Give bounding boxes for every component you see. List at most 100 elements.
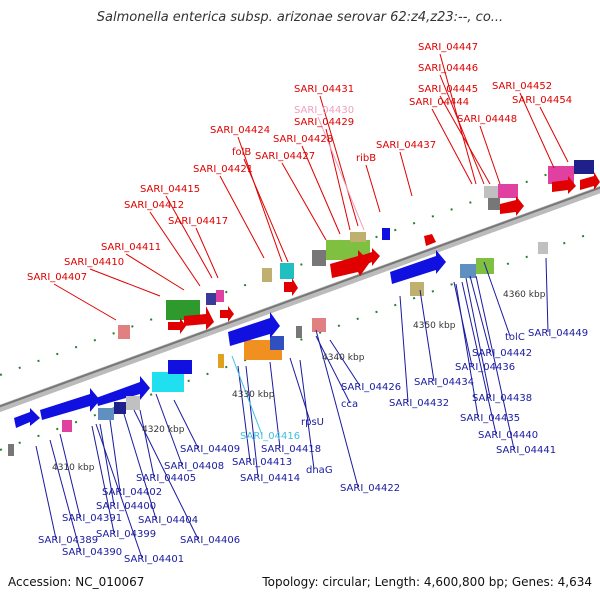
gene-label: SARI_04445 [418,84,478,95]
gene-label: SARI_04454 [512,95,572,106]
gene-arrow [424,234,436,246]
gene-label: SARI_04405 [136,473,196,484]
gene-block [312,250,326,266]
gene-label: SARI_04449 [528,328,588,339]
gene-label: SARI_04440 [478,430,538,441]
genome-summary: Topology: circular; Length: 4,600,800 bp… [262,575,592,589]
gene-block [218,354,224,368]
gene-label: rpsU [301,417,324,428]
gene-label: SARI_04408 [164,461,224,472]
gene-label: folB [232,147,251,158]
gene-label: SARI_04428 [273,134,333,145]
gene-label: SARI_04415 [140,184,200,195]
gene-block [484,186,500,198]
gene-block [488,198,500,210]
gene-label: SARI_04442 [472,348,532,359]
gene-label: SARI_04412 [124,200,184,211]
gene-label: SARI_04427 [255,151,315,162]
gene-arrow [330,250,370,278]
gene-block [216,290,224,302]
gene-label: SARI_04441 [496,445,556,456]
scale-label: 4360 kbp [503,290,546,300]
gene-block [166,300,200,320]
gene-label: SARI_04426 [341,382,401,393]
gene-label: SARI_04410 [64,257,124,268]
gene-block [350,232,366,242]
gene-label: SARI_04389 [38,535,98,546]
gene-label: dnaG [306,465,333,476]
gene-label: SARI_04448 [457,114,517,125]
gene-arrow [228,312,280,346]
gene-label: SARI_04400 [96,501,156,512]
gene-label: SARI_04446 [418,63,478,74]
gene-arrow [580,172,600,190]
gene-label: SARI_04421 [193,164,253,175]
gene-arrow [500,196,524,216]
gene-label: SARI_04424 [210,125,270,136]
gene-label: SARI_04401 [124,554,184,565]
gene-label: SARI_04406 [180,535,240,546]
genes-top [118,160,600,339]
gene-label: SARI_04436 [455,362,515,373]
scale-label: 4330 kbp [232,390,275,400]
gene-block [312,318,326,332]
gene-label: SARI_04416 [240,431,300,442]
gene-block [126,396,140,410]
gene-block [296,326,302,338]
gene-block [280,263,294,279]
gene-label: SARI_04404 [138,515,198,526]
gene-block [270,336,284,350]
gene-label: SARI_04447 [418,42,478,53]
gene-label: SARI_04452 [492,81,552,92]
gene-arrow [220,306,234,322]
gene-arrow [360,248,380,266]
scale-label: 4320 kbp [142,425,185,435]
gene-label: SARI_04407 [27,272,87,283]
gene-arrow [40,388,100,420]
genes-bottom [8,242,548,456]
gene-label: SARI_04430 [294,105,354,116]
gene-arrow [168,318,186,334]
gene-label: SARI_04411 [101,242,161,253]
gene-block [152,372,184,392]
gene-block [114,402,126,414]
accession-label: Accession: NC_010067 [8,575,145,589]
gene-label: tolC [505,332,525,343]
scale-label: 4340 kbp [322,353,365,363]
gene-arrow [184,306,214,330]
gene-labels-top: SARI_04447 SARI_04446 SARI_04445 SARI_04444… [27,42,572,283]
gene-block [574,160,594,174]
gene-label: cca [341,399,358,410]
gene-block [206,293,216,305]
connector-cyan [231,355,263,436]
gene-label: SARI_04413 [232,457,292,468]
gene-label: SARI_04417 [168,216,228,227]
gene-label: SARI_04429 [294,117,354,128]
gene-label: SARI_04437 [376,140,436,151]
gene-block [62,420,72,432]
genome-backbone [0,185,600,413]
gene-label: SARI_04435 [460,413,520,424]
gene-block [548,166,574,184]
gene-arrow [552,176,576,194]
gene-label: SARI_04422 [340,483,400,494]
scale-label: 4350 kbp [413,321,456,331]
gene-label: ribB [356,153,376,164]
gene-arrow [284,278,298,296]
gene-label: SARI_04391 [62,513,122,524]
gene-block [410,282,424,296]
scale-label: 4310 kbp [52,463,95,473]
gene-arrow [390,250,446,284]
gene-arrow [14,408,40,428]
gene-block [118,325,130,339]
connectors-bottom [35,257,549,559]
gene-label: SARI_04418 [261,444,321,455]
gene-block [8,444,14,456]
gene-block [262,268,272,282]
gene-label: SARI_04390 [62,547,122,558]
gene-label: SARI_04432 [389,398,449,409]
gene-block [498,184,518,198]
gene-label: SARI_04399 [96,529,156,540]
